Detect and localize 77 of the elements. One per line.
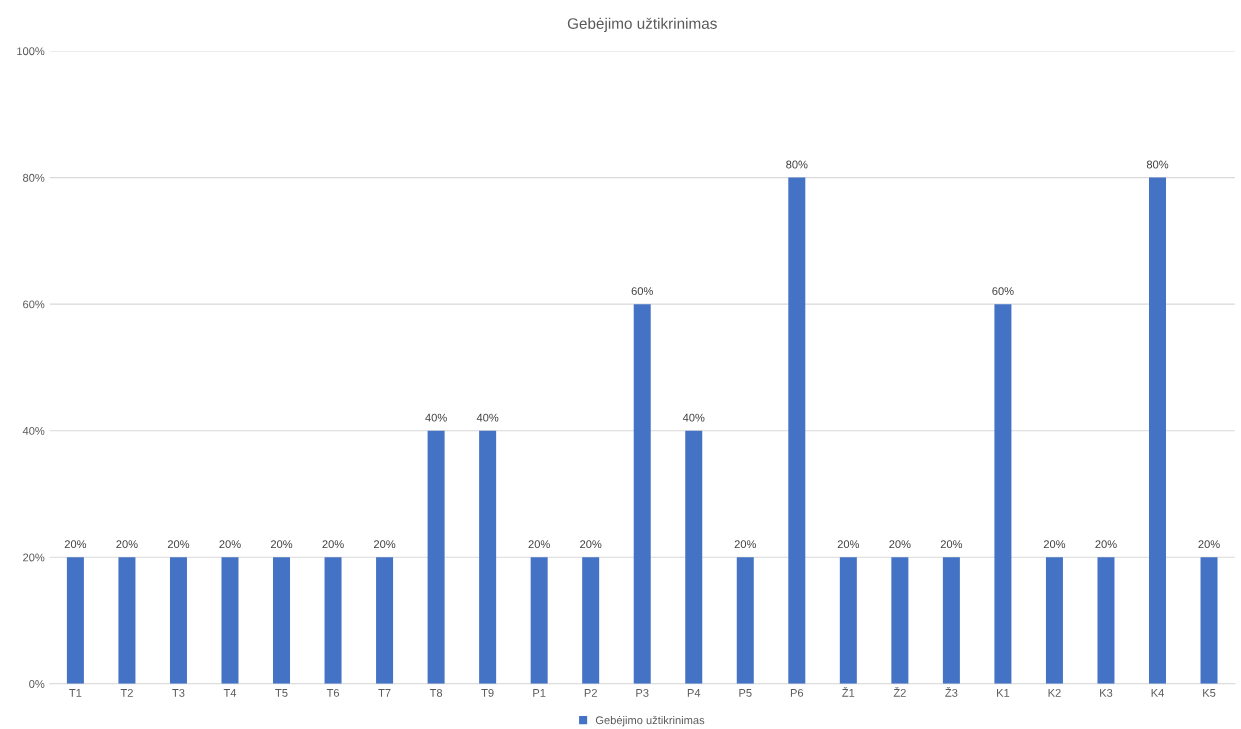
x-tick-label: Ž1 [842,687,855,697]
x-tick-label: T5 [275,689,288,697]
x-tick-label: T3 [172,688,185,697]
data-label: 20% [1095,540,1117,549]
data-label: 20% [64,540,87,549]
x-tick-label: K4 [1151,689,1164,697]
bar [169,557,187,684]
bar [273,557,291,684]
chart-title: Gebėjimo užtikrinimas [567,17,717,32]
y-tick-label: 80% [23,173,45,182]
x-tick-label: T7 [378,689,391,697]
bar [66,557,84,684]
y-tick-label: 60% [23,300,45,309]
x-tick-label: T6 [326,688,340,697]
bar [221,557,239,684]
bar [685,430,703,684]
x-tick-label: K5 [1203,689,1216,697]
x-tick-label: P4 [687,689,701,697]
x-tick-label: T2 [120,688,133,697]
data-label: 20% [322,540,344,549]
legend-label: Gebėjimo užtikrinimas [595,715,705,727]
data-label: 60% [631,287,653,295]
data-label: 20% [940,540,963,549]
x-tick-label: P6 [790,688,804,697]
bar [891,557,909,684]
bar [530,557,548,684]
bar [118,557,136,684]
bar [633,304,651,684]
data-label: 20% [580,540,602,549]
data-label: 20% [167,540,190,549]
x-tick-label: P5 [739,689,752,697]
data-label: 20% [1043,540,1066,549]
x-tick-label: Ž2 [893,687,906,697]
data-label: 40% [476,413,499,422]
y-tick-label: 20% [23,553,45,562]
data-label: 20% [1198,540,1220,549]
y-tick-label: 0% [29,680,45,688]
y-tick-label: 100% [17,47,45,56]
x-tick-label: K2 [1048,688,1061,697]
x-tick-label: T9 [481,688,494,697]
data-label: 40% [682,413,705,422]
bar [324,557,342,684]
bar [582,557,600,684]
data-label: 20% [116,540,138,549]
x-tick-label: T4 [223,689,237,697]
bar [1045,557,1063,684]
data-label: 80% [1146,160,1169,169]
data-label: 20% [889,540,911,549]
bar [1200,557,1218,684]
x-tick-label: T8 [429,688,443,697]
y-tick-label: 40% [22,426,45,435]
bar [788,177,806,684]
data-label: 20% [734,540,756,549]
bar [994,304,1012,684]
data-label: 20% [270,540,293,549]
data-label: 80% [786,160,808,169]
data-label: 20% [219,540,241,549]
x-tick-label: P3 [636,688,649,697]
bar [736,557,754,684]
x-tick-label: K3 [1100,688,1113,697]
x-tick-label: Ž3 [945,687,958,697]
data-label: 60% [992,287,1014,295]
bar [427,430,445,684]
bar [942,557,960,684]
x-tick-label: K1 [997,689,1010,697]
data-label: 40% [425,413,447,422]
data-label: 20% [528,540,550,549]
bar [479,430,497,684]
bar [1097,557,1115,684]
data-label: 20% [374,540,396,549]
x-tick-label: P2 [584,688,597,697]
bar [839,557,857,684]
bar [1149,177,1166,684]
x-tick-label: T1 [69,689,82,697]
bar [376,557,394,684]
x-tick-label: P1 [533,689,546,697]
data-label: 20% [837,540,860,549]
